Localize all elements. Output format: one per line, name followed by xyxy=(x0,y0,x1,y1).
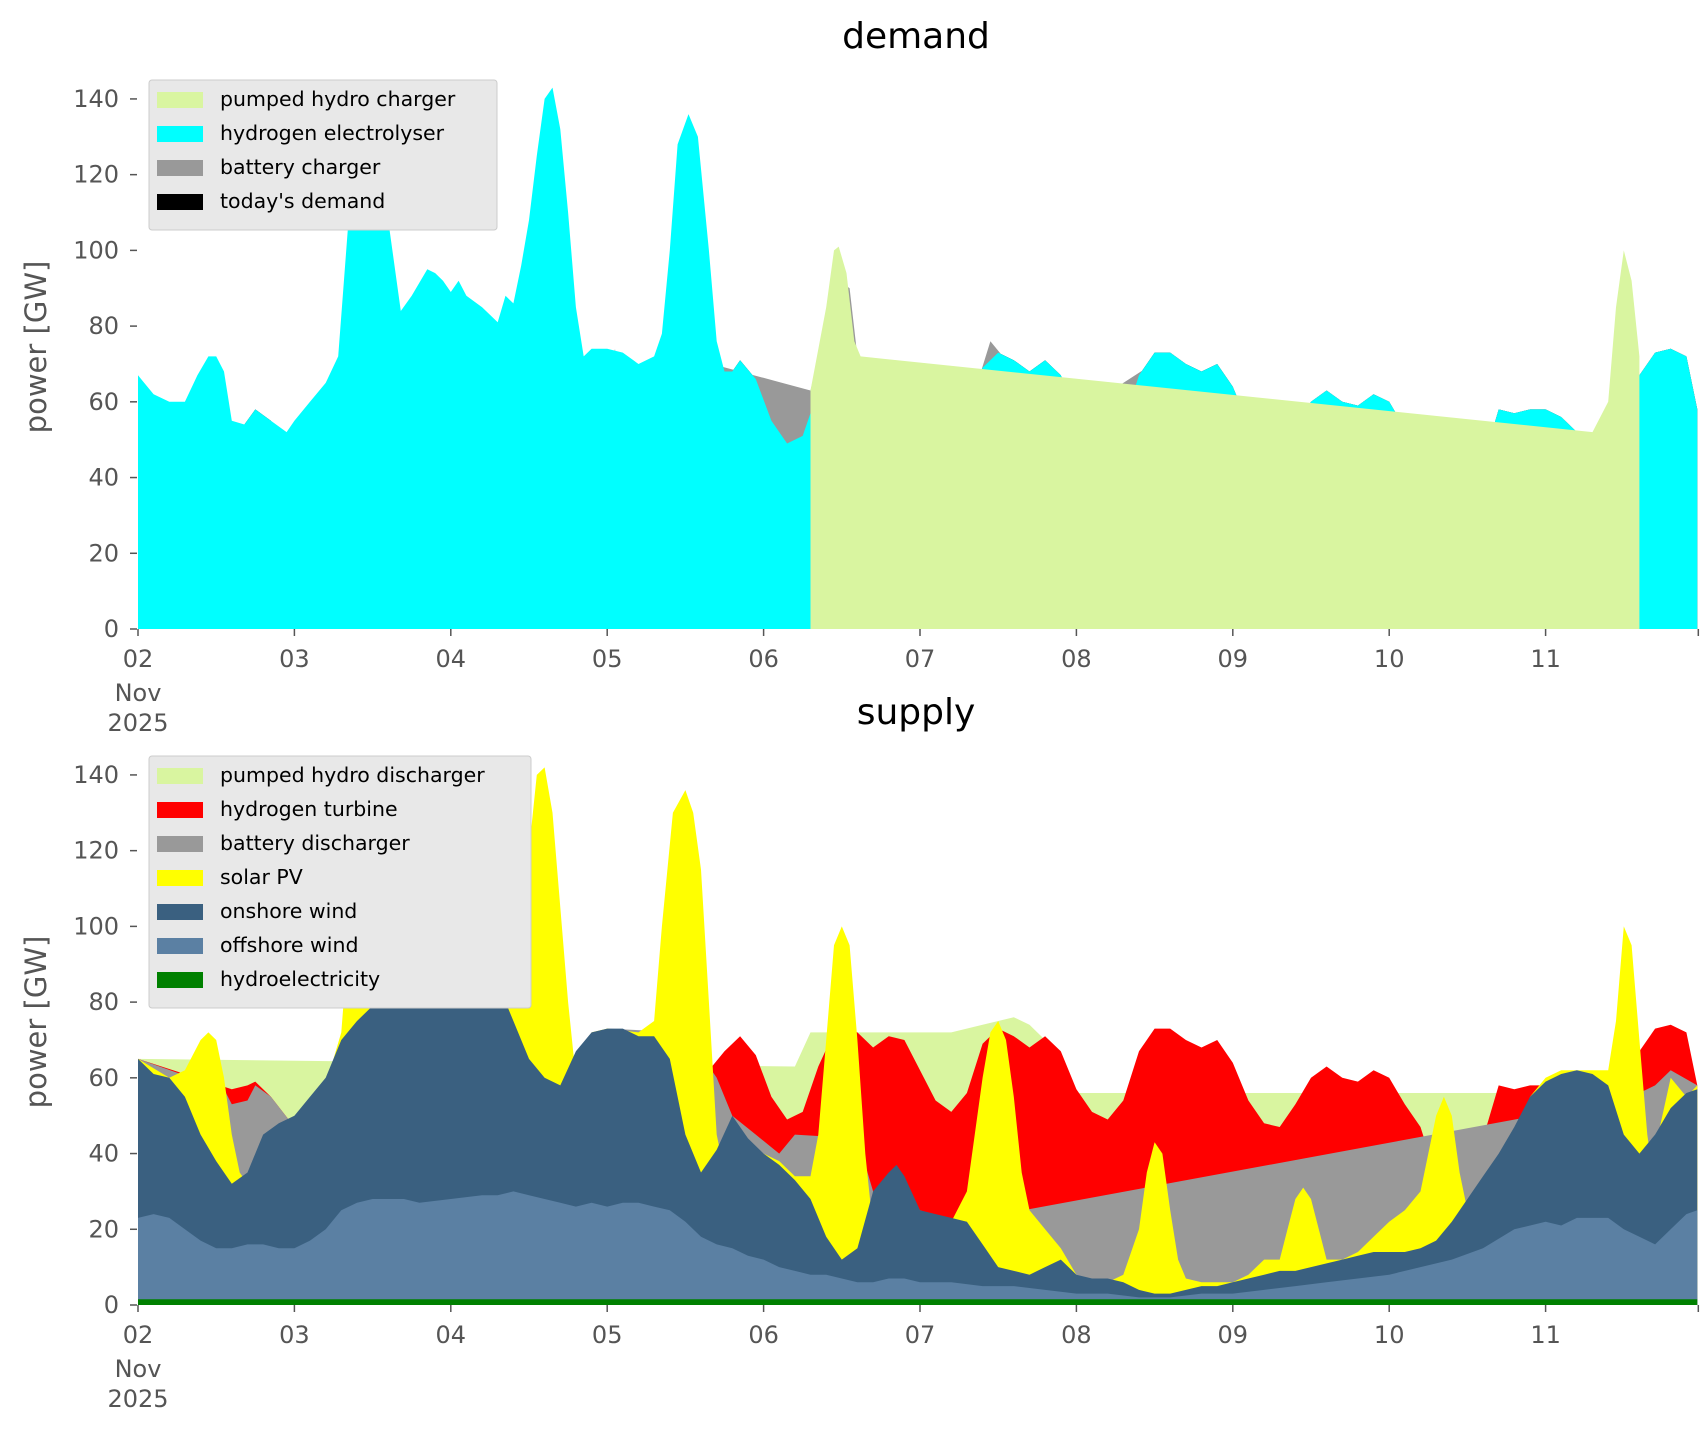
x-tick-label: 03 xyxy=(279,1321,310,1349)
demand-chart: demand power [GW] 0 20 40 60 80 100 120 140 02 No… xyxy=(19,16,1700,737)
chart-title: supply xyxy=(857,692,976,733)
y-tick-label: 40 xyxy=(88,1140,119,1168)
x-tick-sublabel: 2025 xyxy=(107,709,168,737)
area-hydroelectricity xyxy=(138,1299,1698,1305)
legend-box xyxy=(148,755,532,1009)
y-tick-label: 80 xyxy=(88,312,119,340)
y-tick-label: 140 xyxy=(73,85,119,113)
legend: pumped hydro charger hydrogen electrolyse… xyxy=(148,79,498,231)
x-tick-label: 02 xyxy=(123,1321,154,1349)
legend-label: today's demand xyxy=(220,189,385,213)
x-tick-label: 04 xyxy=(436,645,467,673)
x-tick-label: 08 xyxy=(1061,1321,1092,1349)
y-axis-label: power [GW] xyxy=(19,261,53,434)
x-tick-label: 05 xyxy=(592,645,623,673)
supply-chart: supply power [GW] 0 20 40 60 80 100 120 140 02 No… xyxy=(19,692,1700,1413)
y-tick-label: 100 xyxy=(73,236,119,264)
y-tick-label: 60 xyxy=(88,1064,119,1092)
y-tick-label: 20 xyxy=(88,539,119,567)
x-tick-label: 11 xyxy=(1530,1321,1561,1349)
x-tick-label: 06 xyxy=(748,1321,779,1349)
y-tick-label: 20 xyxy=(88,1215,119,1243)
legend-label: pumped hydro discharger xyxy=(220,763,485,787)
y-axis-label: power [GW] xyxy=(19,936,53,1109)
legend-swatch xyxy=(157,768,203,784)
x-tick-label: 09 xyxy=(1218,645,1249,673)
legend-swatch xyxy=(157,836,203,852)
x-tick-label: 04 xyxy=(436,1321,467,1349)
legend-swatch xyxy=(157,972,203,988)
y-tick-label: 140 xyxy=(73,761,119,789)
legend-label: battery charger xyxy=(220,155,381,179)
legend-label: onshore wind xyxy=(220,899,357,923)
y-tick-label: 0 xyxy=(104,615,119,643)
chart-title: demand xyxy=(842,16,990,57)
area-offshore-wind xyxy=(138,1191,1698,1305)
y-tick-label: 80 xyxy=(88,988,119,1016)
y-tick-label: 100 xyxy=(73,912,119,940)
x-tick-label: 07 xyxy=(905,1321,936,1349)
legend-swatch xyxy=(157,126,203,142)
y-tick-label: 60 xyxy=(88,388,119,416)
x-tick-label: 09 xyxy=(1218,1321,1249,1349)
legend-swatch xyxy=(157,194,203,210)
x-tick-sublabel: Nov xyxy=(115,679,162,707)
x-tick-label: 10 xyxy=(1374,645,1405,673)
legend-label: hydroelectricity xyxy=(220,967,380,991)
x-tick-sublabel: Nov xyxy=(115,1355,162,1383)
legend-label: hydrogen electrolyser xyxy=(220,121,445,145)
y-tick-label: 120 xyxy=(73,161,119,189)
legend-label: offshore wind xyxy=(220,933,358,957)
legend-label: battery discharger xyxy=(220,831,410,855)
legend: pumped hydro discharger hydrogen turbine b… xyxy=(148,755,532,1009)
y-tick-label: 120 xyxy=(73,837,119,865)
x-tick-label: 07 xyxy=(905,645,936,673)
legend-swatch xyxy=(157,904,203,920)
x-tick-label: 06 xyxy=(748,645,779,673)
legend-swatch xyxy=(157,938,203,954)
legend-swatch xyxy=(157,92,203,108)
legend-swatch xyxy=(157,160,203,176)
legend-label: pumped hydro charger xyxy=(220,87,456,111)
legend-box xyxy=(148,79,498,231)
x-tick-label: 05 xyxy=(592,1321,623,1349)
y-tick-label: 40 xyxy=(88,464,119,492)
legend-label: hydrogen turbine xyxy=(220,797,398,821)
x-tick-label: 10 xyxy=(1374,1321,1405,1349)
y-tick-label: 0 xyxy=(104,1291,119,1319)
area-series-group xyxy=(138,87,1698,630)
legend-swatch xyxy=(157,802,203,818)
legend-swatch xyxy=(157,870,203,886)
x-tick-label: 08 xyxy=(1061,645,1092,673)
x-tick-label: 02 xyxy=(123,645,154,673)
x-tick-label: 03 xyxy=(279,645,310,673)
area-pumped-hydro-charger xyxy=(810,246,1640,629)
x-tick-sublabel: 2025 xyxy=(107,1385,168,1413)
x-tick-label: 11 xyxy=(1530,645,1561,673)
legend-label: solar PV xyxy=(220,865,303,889)
